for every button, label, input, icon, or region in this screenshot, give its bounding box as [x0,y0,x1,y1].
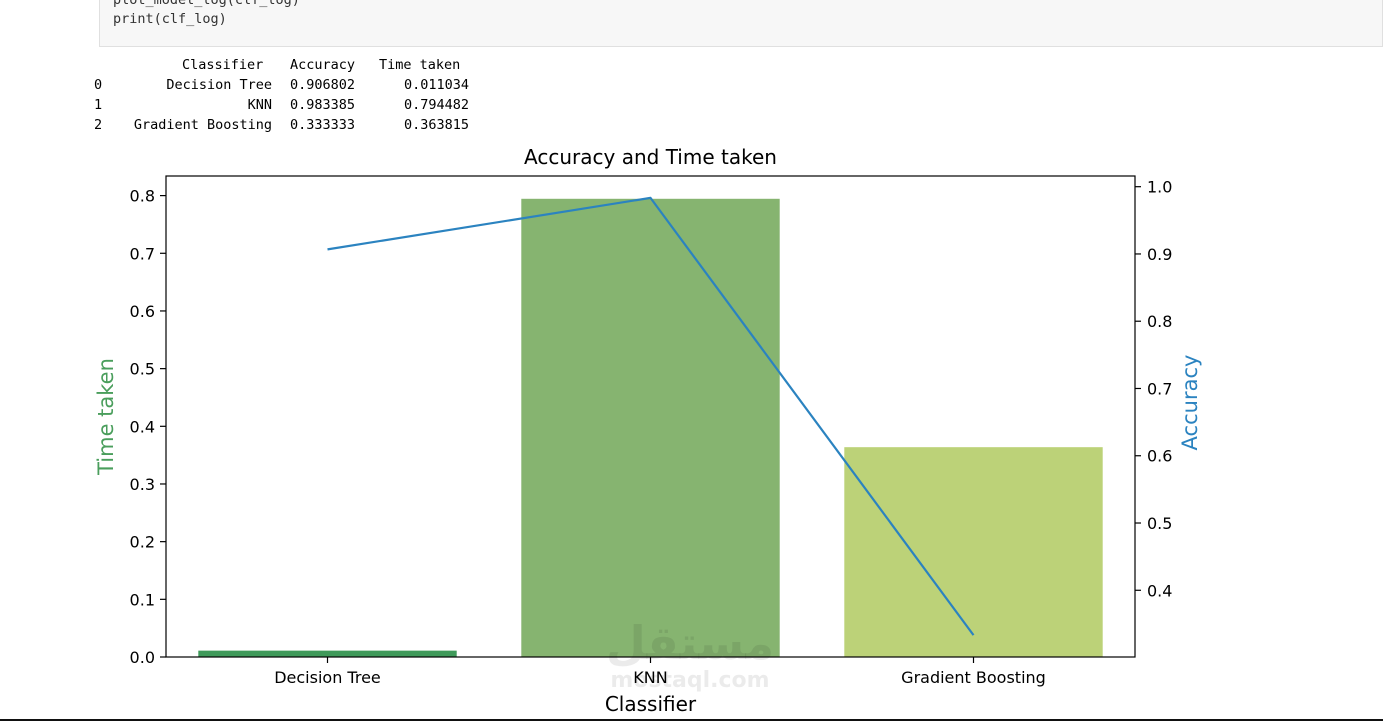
y-right-tick-label: 0.4 [1147,581,1172,600]
y-right-axis-label: Accuracy [1178,355,1202,451]
y-left-tick-label: 0.8 [130,187,155,206]
y-left-tick-label: 0.2 [130,533,155,552]
row-accuracy-1: 0.983385 [290,97,356,113]
y-right-tick-label: 0.9 [1147,245,1172,264]
code-line-1: plot_model_log(clf_log) [113,0,300,8]
y-right-tick-label: 0.5 [1147,514,1172,533]
row-time-2: 0.363815 [403,117,469,133]
x-axis: Decision Tree KNN Gradient Boosting [274,657,1046,687]
bars-layer [198,198,1103,657]
y-left-axis-label: Time taken [94,358,118,476]
line-layer [327,196,975,636]
header-classifier: Classifier [182,57,264,73]
row-time-1: 0.794482 [403,97,469,113]
y-right-tick-label: 0.7 [1147,379,1172,398]
x-tick-label: KNN [633,668,667,687]
y-right-tick-label: 0.8 [1147,312,1172,331]
row-index-1: 1 [94,97,103,113]
chart: 0.0 0.1 0.2 0.3 0.4 0.5 0.6 0.7 0.8 0.4 0.5 0.6 0.7… [94,145,1202,716]
row-classifier-0: Decision Tree [166,77,272,93]
right-axis: 0.4 0.5 0.6 0.7 0.8 0.9 1.0 [1135,178,1172,600]
row-time-0: 0.011034 [403,77,469,93]
bottom-divider [0,719,1383,721]
y-left-tick-label: 0.3 [130,475,155,494]
row-accuracy-0: 0.906802 [290,77,356,93]
y-left-tick-label: 0.7 [130,244,155,263]
y-right-tick-label: 0.6 [1147,447,1172,466]
y-left-tick-label: 0.0 [130,648,155,667]
row-accuracy-2: 0.333333 [290,117,356,133]
bar-knn [521,198,780,657]
row-classifier-1: KNN [247,97,272,113]
code-line-2: print(clf_log) [113,11,227,27]
y-left-tick-label: 0.1 [130,590,155,609]
row-index-0: 0 [94,77,103,93]
y-left-tick-label: 0.4 [130,417,155,436]
x-tick-label: Decision Tree [274,668,381,687]
chart-title: Accuracy and Time taken [524,145,777,169]
y-right-tick-label: 1.0 [1147,178,1172,197]
y-left-tick-label: 0.6 [130,302,155,321]
x-tick-label: Gradient Boosting [901,668,1046,687]
y-left-tick-label: 0.5 [130,360,155,379]
x-axis-label: Classifier [605,692,697,716]
bar-decision-tree [198,650,457,657]
row-classifier-2: Gradient Boosting [133,117,272,133]
code-cell[interactable]: plot_model_log(clf_log) print(clf_log) [99,0,1383,47]
header-time-taken: Time taken [379,57,461,73]
bar-gradient-boosting [844,447,1103,657]
left-axis: 0.0 0.1 0.2 0.3 0.4 0.5 0.6 0.7 0.8 [130,187,166,667]
header-accuracy: Accuracy [290,57,356,73]
row-index-2: 2 [94,117,103,133]
